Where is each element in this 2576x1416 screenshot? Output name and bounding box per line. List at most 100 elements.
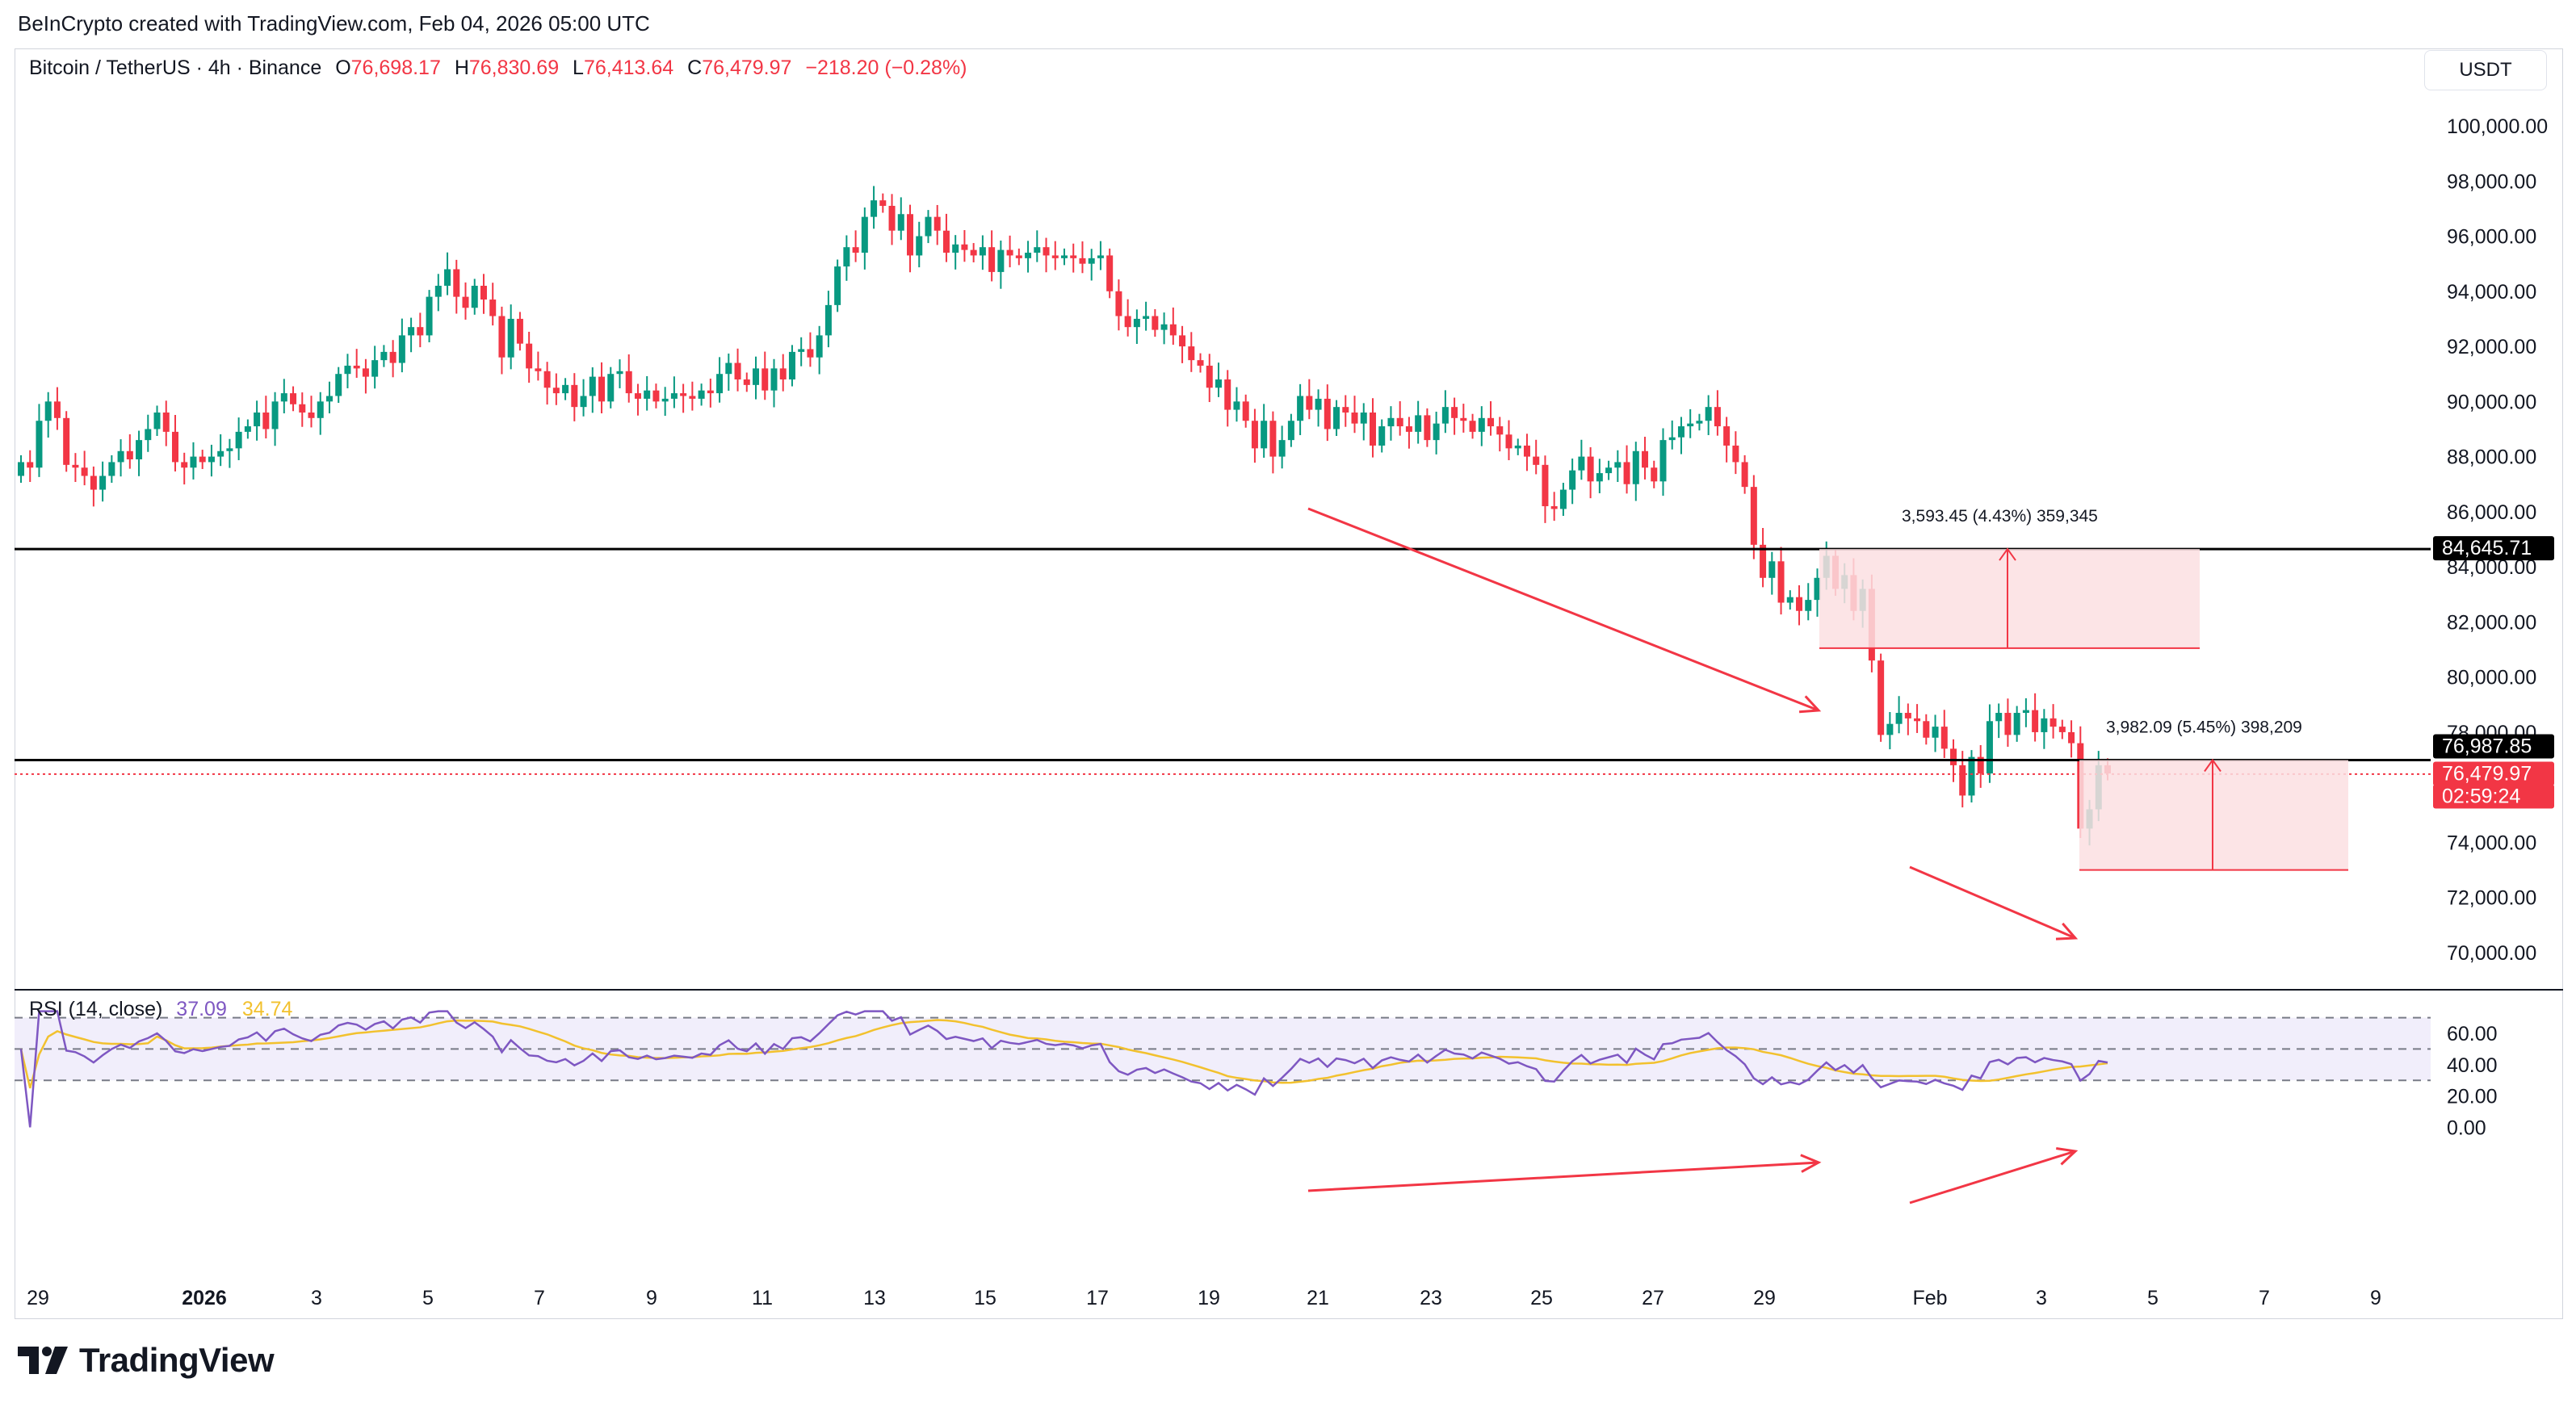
chart-credit: BeInCrypto created with TradingView.com,… [18,11,650,36]
candle-body [2032,710,2039,732]
candle-body [1750,487,1757,545]
low-label: L [573,57,584,79]
candle-body [1433,423,1440,441]
candle-body [1043,247,1050,256]
candle-body [72,464,79,468]
measure-label-1: 3,593.45 (4.43%) 359,345 [1902,507,2098,526]
rsi-divergence-arrow-2-head [2056,1146,2079,1166]
candle-body [970,249,977,256]
candle-body [1215,379,1222,388]
rsi-divergence-arrow-1-head [1800,1154,1822,1173]
candle-body [1550,506,1558,509]
candle-body [1242,401,1249,421]
candle-body [552,388,560,394]
candle-body [1097,255,1104,258]
rsi-axis-tick: 0.00 [2447,1116,2486,1139]
symbol-name[interactable]: Bitcoin / TetherUS · 4h · Binance [29,57,322,79]
measure-box-1 [1819,549,2200,648]
candle-body [952,244,959,253]
price-axis-label: 76,479.97 [2442,762,2532,785]
candle-body [834,266,841,305]
rsi-name[interactable]: RSI (14, close) [29,998,163,1020]
time-axis-tick: 7 [2259,1287,2270,1309]
time-axis-tick: 15 [974,1287,996,1309]
price-axis-tick: 88,000.00 [2447,446,2536,469]
measure-box-2-arrowhead [2204,758,2221,773]
candle-body [571,384,578,408]
candle-body [1387,417,1395,427]
candle-body [1478,417,1485,432]
candle-body [317,401,324,418]
chart-frame [15,48,2563,1319]
candle-body [462,296,469,308]
candle-body [580,396,587,408]
candle-body [707,390,714,394]
candle-body [1777,561,1785,603]
candle-body [607,374,615,402]
rsi-legend: RSI (14, close) 37.09 34.74 [29,998,292,1021]
candle-body [325,396,333,402]
tradingview-logo[interactable]: TradingView [18,1340,275,1380]
candle-body [1877,660,1885,735]
candle-body [181,462,188,468]
candle-body [698,390,705,399]
candle-body [1396,417,1403,427]
price-chart[interactable]: 100,000.00 98,000.00 96,000.00 94,000.00 92,… [0,0,2576,1324]
candle-body [680,393,687,396]
candle-body [99,475,107,490]
candle-body [1460,417,1467,421]
candle-body [535,368,542,371]
change-value: −218.20 (−0.28%) [805,57,967,79]
candle-body [1950,748,1957,765]
candle-body [362,368,369,377]
candle-body [1796,597,1803,611]
candle-body [1342,407,1349,413]
rsi-ma-value: 34.74 [241,998,293,1020]
candle-body [1904,713,1911,718]
candle-body [1415,415,1422,432]
candle-body [1297,396,1304,421]
open-label: O [335,57,351,79]
candle-body [344,365,351,375]
candle-body [1188,346,1195,361]
candle-body [1940,727,1948,749]
close-value: 76,479.97 [702,57,792,79]
candle-body [1768,561,1776,578]
price-axis-label-box [2433,761,2554,786]
price-axis-tick: 74,000.00 [2447,832,2536,854]
tradingview-brand: TradingView [79,1341,275,1379]
candle-body [1523,445,1530,457]
candle-body [1224,379,1231,410]
candle-body [1559,489,1567,509]
candle-body [389,351,396,363]
candle-body [843,247,850,267]
candle-body [1025,253,1032,258]
candle-body [1306,396,1313,410]
candle-body [1805,600,1812,611]
candle-body [1533,456,1540,465]
candle-body [652,390,660,402]
candle-body [1959,765,1966,796]
candle-body [335,374,342,396]
time-axis-tick: 7 [534,1287,545,1309]
candle-body [1333,407,1340,429]
candle-body [861,216,868,253]
price-axis-label: 02:59:24 [2442,785,2520,807]
candle-body [254,412,261,427]
time-axis-tick: 25 [1530,1287,1553,1309]
candle-body [1451,407,1458,418]
currency-button[interactable]: USDT [2424,50,2547,90]
candle-body [1269,421,1277,457]
candle-body [1487,417,1495,427]
candle-body [1923,721,1930,738]
candle-body [1206,365,1213,388]
candle-body [126,450,133,460]
candle-body [661,398,669,402]
candle-body [1378,426,1386,446]
candle-body [434,285,442,297]
candle-body [1623,462,1630,484]
candle-body [1651,467,1658,482]
candle-body [1369,412,1376,446]
candle-body [1469,421,1476,432]
time-axis-tick: 29 [1753,1287,1776,1309]
